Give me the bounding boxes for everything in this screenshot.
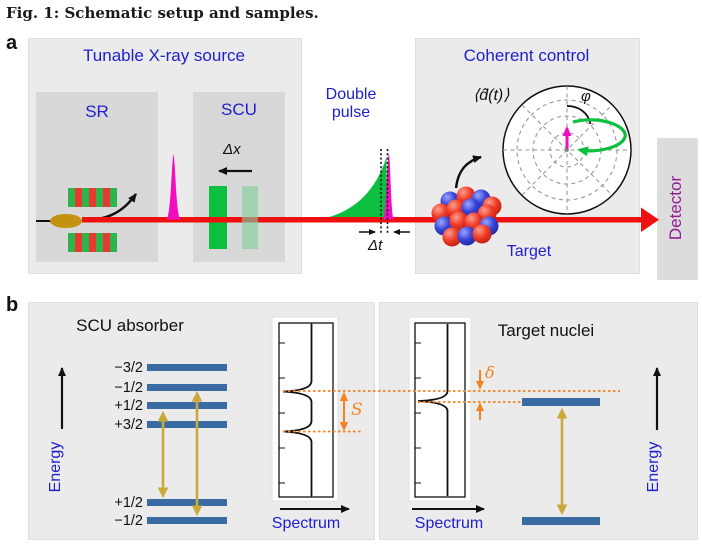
energy-label-right: Energy (645, 441, 662, 493)
splitting-arrow (339, 391, 349, 432)
xray-beam (82, 217, 642, 223)
absorber-spectrum-plot (271, 316, 339, 502)
dipole-polar-plot (502, 85, 632, 215)
level-label-p3-2: +3/2 (114, 417, 143, 433)
sr-pulse-shape (166, 154, 181, 220)
level-label-ground-p1-2: +1/2 (114, 495, 143, 511)
delta-x-label: Δx (223, 141, 241, 158)
absorber-transition-arrows (157, 390, 203, 517)
panel-a-label: a (6, 32, 18, 54)
absorber-level-bars (147, 364, 227, 524)
sr-magnet-top-icon (68, 188, 117, 207)
scu-box (193, 92, 285, 262)
target-spectrum-plot (408, 316, 472, 502)
level-label-m1-2: −1/2 (114, 380, 143, 396)
spectrum-label-left: Spectrum (271, 515, 341, 532)
target-label: Target (506, 243, 552, 260)
sr-label: SR (85, 102, 109, 121)
sr-magnet-bottom-icon (68, 233, 117, 252)
scu-crystal-displaced (242, 186, 258, 249)
scu-label: SCU (221, 100, 257, 119)
short-pulse-shape (383, 153, 394, 220)
delta-t-label: Δt (368, 237, 383, 254)
target-level-bars (522, 398, 600, 525)
level-label-p1-2: +1/2 (114, 398, 143, 414)
detector-box (657, 138, 698, 280)
beam-arrowhead (641, 207, 659, 232)
scu-absorber-title: SCU absorber (76, 316, 184, 335)
detuning-delta-label: δ (485, 363, 495, 382)
dipole-expectation-label: ⟨d̂(t)⟩ (473, 87, 510, 104)
splitting-s-label: S (351, 400, 363, 420)
double-pulse-label: Double pulse (325, 86, 377, 122)
target-transition-arrow (556, 407, 568, 516)
long-pulse-shape (320, 157, 387, 220)
phi-label: φ (581, 88, 591, 105)
resonance-reference-lines (283, 390, 620, 433)
tunable-source-title: Tunable X-ray source (83, 46, 245, 65)
detuning-arrows (476, 370, 484, 420)
electron-bunch-icon (50, 214, 82, 228)
figure-caption: Fig. 1: Schematic setup and samples. (6, 4, 319, 22)
phase-rotation-arrow (572, 118, 627, 157)
level-label-ground-m1-2: −1/2 (114, 513, 143, 529)
panel-b-label: b (6, 294, 19, 316)
detector-label: Detector (666, 175, 685, 241)
target-nucleus-icon (431, 186, 502, 247)
target-nuclei-title: Target nuclei (497, 321, 595, 340)
target-to-plot-arrow (454, 155, 482, 189)
energy-label-left: Energy (47, 441, 64, 493)
coherent-control-title: Coherent control (463, 46, 590, 65)
spectrum-label-right: Spectrum (414, 515, 484, 532)
level-label-m3-2: −3/2 (114, 360, 143, 376)
